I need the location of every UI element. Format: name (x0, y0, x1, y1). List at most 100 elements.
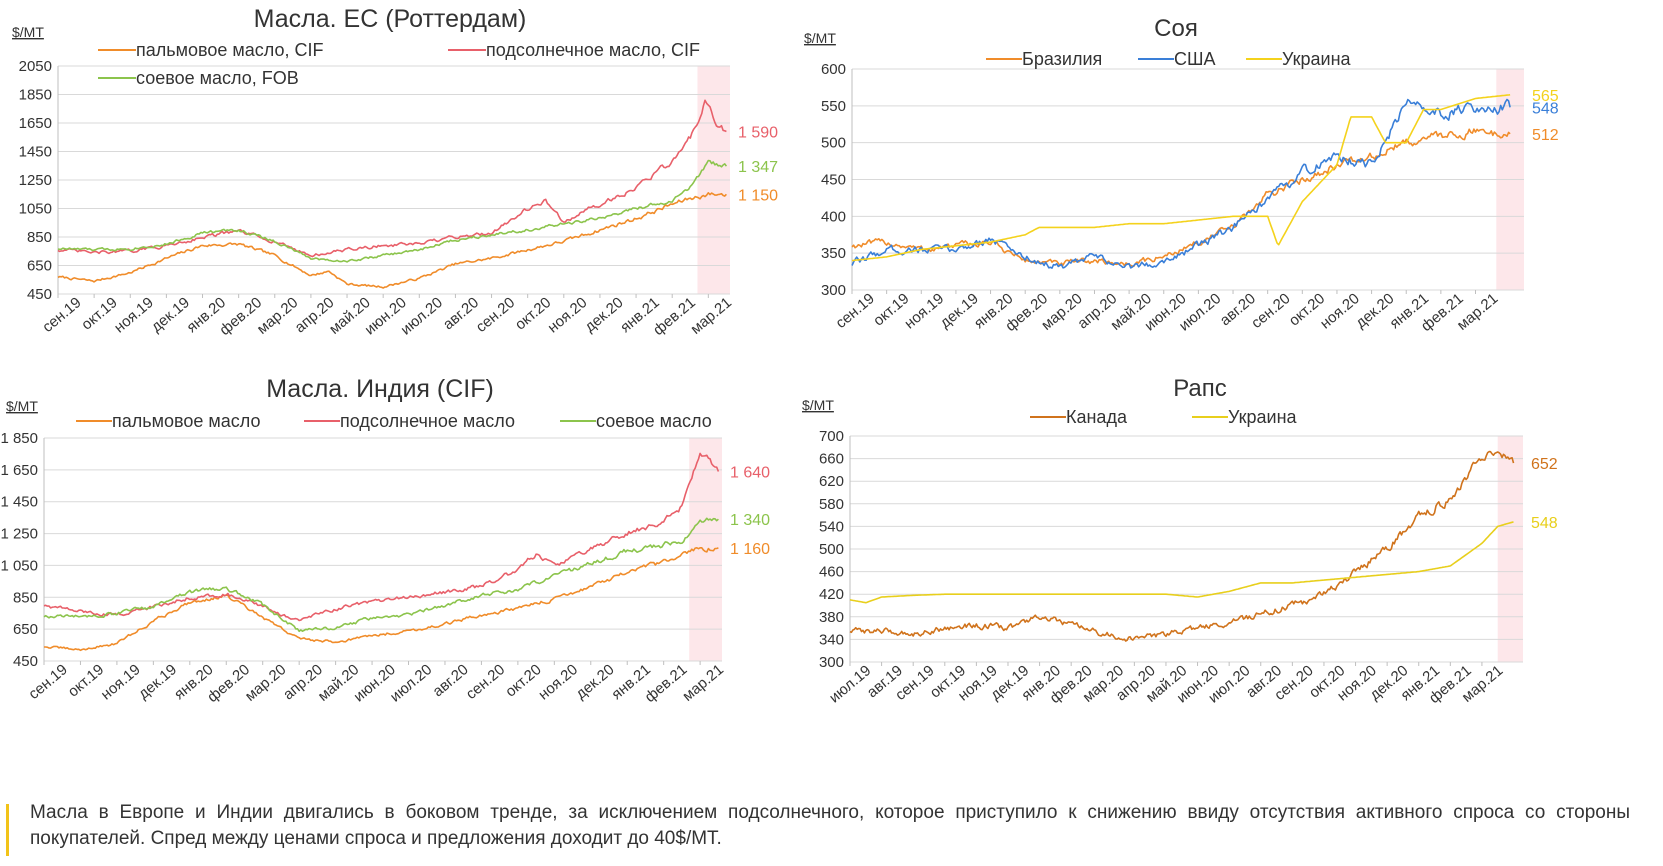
series-end-value-label: 512 (1532, 127, 1559, 144)
legend-label: подсолнечное масло (340, 411, 515, 431)
y-tick-label: 450 (13, 653, 38, 670)
x-tick-label: дек.20 (582, 294, 627, 336)
y-tick-label: 500 (821, 135, 846, 152)
legend-label: Украина (1228, 407, 1298, 427)
x-tick-label: дек.19 (148, 294, 193, 336)
series-end-value-label: 548 (1532, 100, 1559, 117)
series-end-value-label: 1 590 (738, 125, 778, 142)
x-tick-label: сен.20 (1248, 290, 1293, 332)
y-tick-label: 700 (819, 428, 844, 445)
y-axis-unit-label: $/МТ (12, 24, 44, 40)
series-end-value-label: 565 (1532, 88, 1559, 105)
legend-label: пальмовое масло, CIF (136, 40, 324, 60)
series-line-0 (44, 547, 719, 652)
chart-title: Соя (1154, 15, 1198, 42)
series-end-value-label: 1 640 (730, 464, 770, 481)
y-tick-label: 300 (821, 282, 846, 299)
y-tick-label: 1850 (19, 87, 52, 104)
x-tick-label: сен.20 (463, 661, 508, 703)
x-tick-label: ноя.20 (1317, 290, 1363, 332)
y-tick-label: 350 (821, 245, 846, 262)
y-tick-label: 600 (821, 61, 846, 78)
y-tick-label: 1 450 (0, 494, 38, 511)
commentary-accent-bar (6, 804, 9, 856)
y-axis-unit-label: $/МТ (6, 398, 38, 414)
x-tick-label: ноя.20 (535, 661, 581, 703)
y-tick-label: 380 (819, 609, 844, 626)
x-tick-label: фев.21 (642, 661, 691, 706)
y-tick-label: 450 (27, 286, 52, 303)
y-tick-label: 1 650 (0, 462, 38, 479)
legend-label: пальмовое масло (112, 411, 261, 431)
y-tick-label: 420 (819, 586, 844, 603)
series-line-1 (43, 452, 720, 622)
chart-soy-svg: Соя$/МТ600550500450400350300сен.19окт.19… (804, 15, 1559, 335)
y-tick-label: 500 (819, 541, 844, 558)
chart-title: Масла. ЕС (Роттердам) (254, 5, 527, 33)
y-tick-label: 2050 (19, 58, 52, 75)
y-tick-label: 1050 (19, 201, 52, 218)
x-tick-label: ноя.19 (901, 290, 947, 332)
commentary-box: Масла в Европе и Индии двигались в боков… (0, 800, 1663, 866)
series-end-value-label: 652 (1531, 456, 1558, 473)
chart-india-oils: Масла. Индия (CIF) $/МТ 1 850 1 650 1 450 1 2… (0, 368, 820, 738)
x-tick-label: ноя.19 (98, 661, 144, 703)
y-tick-label: 400 (821, 208, 846, 225)
legend-label: Бразилия (1022, 49, 1102, 69)
y-tick-label: 620 (819, 473, 844, 490)
chart-rapeseed-svg: Рапс $/МТ 700 660 620 580 540 500 460 420 380 340 30… (802, 375, 1558, 707)
x-tick-label: мар.20 (254, 294, 302, 338)
y-tick-label: 1650 (19, 115, 52, 132)
chart-soybeans: Соя $/МТ 600 550 500 450 400 350 300 сен.19 окт.19… (800, 0, 1663, 360)
legend-label: соевое масло (596, 411, 712, 431)
commentary-text: Масла в Европе и Индии двигались в боков… (30, 802, 1630, 849)
series-line-0 (849, 450, 1515, 642)
y-tick-label: 300 (819, 654, 844, 671)
y-tick-label: 1 050 (0, 557, 38, 574)
y-tick-label: 1450 (19, 144, 52, 161)
x-tick-label: мар.21 (687, 294, 735, 338)
y-tick-label: 580 (819, 496, 844, 513)
series-line-2 (851, 94, 1511, 262)
chart-title: Рапс (1173, 375, 1227, 402)
x-tick-label: ноя.20 (545, 294, 591, 336)
x-tick-label: ноя.19 (111, 294, 157, 336)
series-line-2 (43, 517, 719, 633)
series-end-value-label: 1 160 (730, 541, 770, 558)
y-tick-label: 540 (819, 518, 844, 535)
y-tick-label: 550 (821, 98, 846, 115)
series-line-0 (57, 192, 727, 289)
y-tick-label: 660 (819, 451, 844, 468)
chart-india-svg: Масла. Индия (CIF) $/МТ 1 850 1 650 1 450 1 2… (0, 375, 770, 706)
chart-rapeseed: Рапс $/МТ 700 660 620 580 540 500 460 420 380 340 30… (800, 368, 1663, 738)
y-axis-unit-label: $/МТ (804, 30, 836, 46)
legend-label: Канада (1066, 407, 1128, 427)
y-tick-label: 850 (27, 229, 52, 246)
legend-label: соевое масло, FOB (136, 68, 299, 88)
series-line-1 (57, 99, 727, 258)
series-end-value-label: 548 (1531, 515, 1558, 532)
series-end-value-label: 1 150 (738, 187, 778, 204)
x-tick-label: дек.19 (135, 661, 180, 703)
series-line-2 (57, 159, 728, 263)
y-tick-label: 650 (13, 621, 38, 638)
series-end-value-label: 1 347 (738, 159, 778, 176)
y-tick-label: 1 250 (0, 526, 38, 543)
legend-label: Украина (1282, 49, 1352, 69)
chart-eu-svg: Масла. ЕС (Роттердам) $/МТ 2050 1850 1650 145… (12, 5, 778, 339)
x-tick-label: мар.20 (242, 661, 290, 705)
chart-eu-oils: Масла. ЕС (Роттердам) $/МТ 2050 1850 1650 145… (0, 0, 820, 360)
x-tick-label: июл.20 (398, 294, 446, 338)
x-tick-label: сен.20 (473, 294, 518, 336)
y-tick-label: 650 (27, 258, 52, 275)
x-tick-label: мар.21 (679, 661, 727, 705)
y-tick-label: 1250 (19, 172, 52, 189)
x-tick-label: июл.20 (387, 661, 435, 705)
series-line-1 (849, 521, 1514, 604)
y-tick-label: 460 (819, 564, 844, 581)
series-line-1 (851, 98, 1511, 269)
legend-label: США (1174, 49, 1216, 69)
series-end-value-label: 1 340 (730, 512, 770, 529)
chart-title: Масла. Индия (CIF) (266, 375, 494, 403)
y-axis-unit-label: $/МТ (802, 397, 834, 413)
